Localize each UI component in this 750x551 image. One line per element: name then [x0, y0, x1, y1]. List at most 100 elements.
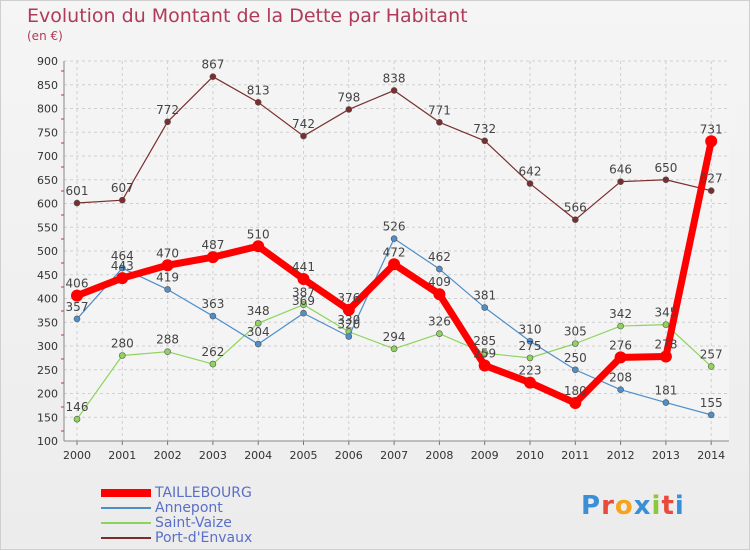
data-label-annepont: 363 — [201, 297, 224, 311]
data-label-saint-vaize: 330 — [337, 313, 360, 327]
legend-swatch-port-d-envaux — [101, 536, 151, 539]
data-label-taillebourg: 441 — [292, 260, 315, 274]
data-point-annepont — [571, 366, 579, 374]
data-point-taillebourg — [614, 351, 627, 364]
data-label-taillebourg: 278 — [654, 337, 677, 351]
data-point-annepont — [707, 411, 715, 419]
x-tick-label: 2011 — [561, 449, 589, 462]
y-tick-label: 550 — [37, 221, 58, 234]
y-tick-label: 900 — [37, 55, 58, 68]
data-label-port-d-envaux: 798 — [337, 90, 360, 104]
x-tick-label: 2000 — [63, 449, 91, 462]
data-label-saint-vaize: 262 — [201, 345, 224, 359]
legend-item-annepont: Annepont — [101, 499, 371, 516]
data-point-port-d-envaux — [345, 106, 353, 113]
data-point-annepont — [662, 399, 670, 406]
data-label-port-d-envaux: 771 — [428, 103, 451, 117]
data-point-saint-vaize — [390, 345, 398, 353]
data-point-taillebourg — [705, 135, 718, 148]
legend-item-port-d-envaux: Port-d'Envaux — [101, 530, 371, 546]
data-label-taillebourg: 731 — [700, 122, 723, 136]
brand-letter: i — [651, 491, 662, 521]
series-annepont — [73, 235, 715, 419]
x-tick-label: 2010 — [516, 449, 544, 462]
legend-label-annepont: Annepont — [155, 499, 223, 516]
data-label-saint-vaize: 257 — [700, 347, 723, 361]
series-port-d-envaux — [73, 73, 715, 223]
x-tick-label: 2012 — [607, 449, 635, 462]
brand-letter: r — [601, 491, 615, 521]
data-point-annepont — [73, 315, 81, 323]
y-tick-label: 750 — [37, 126, 58, 139]
series-taillebourg — [71, 135, 718, 409]
data-label-annepont: 208 — [609, 371, 632, 385]
x-tick-label: 2008 — [425, 449, 453, 462]
data-label-saint-vaize: 275 — [519, 339, 542, 353]
data-label-taillebourg: 510 — [247, 227, 270, 241]
data-point-saint-vaize — [119, 352, 126, 359]
data-label-saint-vaize: 280 — [111, 337, 134, 351]
data-label-annepont: 357 — [66, 300, 89, 314]
chart-title: Evolution du Montant de la Dette par Hab… — [27, 5, 468, 27]
data-point-annepont — [617, 386, 624, 394]
data-point-annepont — [164, 286, 171, 293]
data-label-annepont: 250 — [564, 351, 587, 365]
data-point-annepont — [436, 265, 443, 273]
brand-letter: i — [674, 491, 685, 521]
x-tick-label: 2006 — [335, 449, 363, 462]
data-label-taillebourg: 276 — [609, 338, 632, 352]
x-tick-label: 2013 — [652, 449, 680, 462]
data-point-saint-vaize — [73, 415, 81, 423]
data-point-port-d-envaux — [436, 118, 443, 126]
data-label-taillebourg: 470 — [156, 246, 179, 260]
data-point-saint-vaize — [571, 340, 579, 347]
data-label-saint-vaize: 345 — [654, 306, 677, 320]
data-label-annepont: 155 — [700, 396, 723, 410]
brand-letter: P — [581, 491, 602, 521]
legend-item-saint-vaize: Saint-Vaize — [101, 514, 371, 531]
data-point-annepont — [481, 304, 489, 311]
y-tick-label: 850 — [37, 79, 58, 92]
y-tick-label: 400 — [37, 293, 58, 306]
data-label-port-d-envaux: 838 — [383, 71, 406, 85]
data-label-saint-vaize: 342 — [609, 307, 632, 321]
data-point-taillebourg — [161, 259, 174, 272]
data-point-taillebourg — [388, 258, 401, 271]
legend-swatch-taillebourg — [101, 488, 151, 497]
data-label-taillebourg: 223 — [519, 364, 542, 378]
data-point-saint-vaize — [481, 349, 489, 357]
data-point-annepont — [209, 312, 217, 320]
data-label-annepont: 369 — [292, 294, 315, 308]
data-point-taillebourg — [116, 272, 129, 285]
data-point-saint-vaize — [617, 322, 624, 330]
data-label-annepont: 181 — [654, 384, 677, 398]
data-point-annepont — [300, 309, 307, 317]
y-tick-label: 100 — [37, 435, 58, 448]
data-label-annepont: 419 — [156, 270, 179, 284]
data-label-annepont: 462 — [428, 250, 451, 264]
data-point-taillebourg — [71, 289, 83, 302]
legend-label-saint-vaize: Saint-Vaize — [155, 514, 232, 531]
data-label-port-d-envaux: 601 — [66, 184, 89, 198]
data-point-taillebourg — [569, 397, 582, 409]
data-point-taillebourg — [478, 359, 491, 372]
y-tick-label: 150 — [37, 411, 58, 424]
data-point-port-d-envaux — [571, 216, 579, 223]
data-label-annepont: 310 — [519, 322, 542, 336]
data-label-taillebourg: 487 — [201, 238, 224, 252]
data-point-annepont — [119, 264, 126, 272]
data-point-annepont — [390, 235, 398, 242]
legend: TAILLEBOURG Annepont Saint-Vaize Port-d'… — [101, 485, 371, 546]
data-label-annepont: 320 — [337, 318, 360, 332]
x-tick-label: 2003 — [199, 449, 227, 462]
data-point-taillebourg — [524, 376, 536, 389]
data-point-port-d-envaux — [164, 118, 171, 126]
data-label-port-d-envaux: 566 — [564, 201, 587, 215]
x-tick-label: 2004 — [244, 449, 272, 462]
y-unit-label: (en €) — [27, 29, 63, 43]
brand-logo: Proxiti — [581, 491, 685, 521]
data-label-taillebourg: 472 — [383, 245, 406, 259]
data-point-port-d-envaux — [209, 73, 217, 80]
data-point-port-d-envaux — [526, 180, 534, 187]
